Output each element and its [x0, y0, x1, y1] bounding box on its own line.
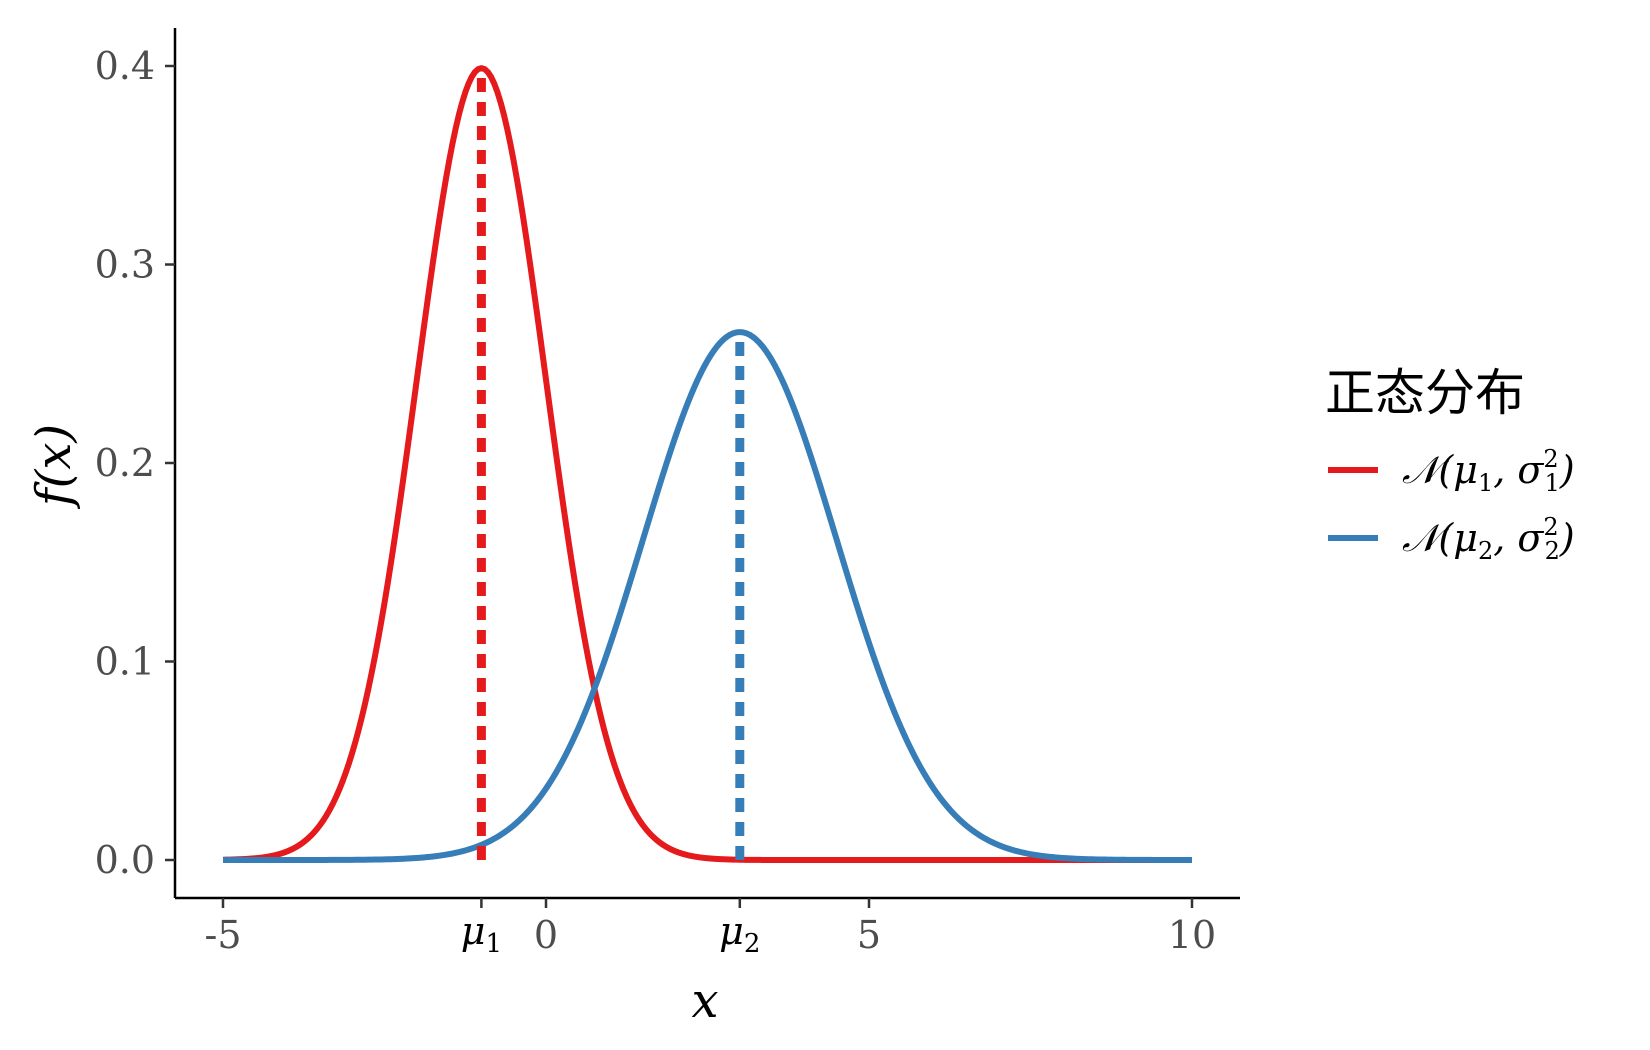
y-tick-label: 0.3 [95, 243, 155, 287]
x-tick-label: 0 [534, 913, 558, 957]
y-axis-title: f(x) [26, 424, 82, 509]
plot-area: 0.0 0.1 0.2 0.3 0.4 -5 0 5 10 μ1 μ2 [95, 28, 1240, 959]
legend-items: 𝒩(μ1, σ2 1) 𝒩(μ2, σ2 2) [1328, 445, 1575, 565]
legend-label-2: 𝒩(μ2, σ2 2) [1402, 513, 1575, 565]
density-curve-1 [222, 65, 1192, 863]
legend: 正态分布 𝒩(μ1, σ2 1) 𝒩(μ2, σ2 2) [1325, 364, 1575, 565]
y-tick-label: 0.0 [95, 838, 155, 882]
y-tick-label: 0.1 [95, 640, 155, 684]
density-curve-2 [223, 329, 1192, 863]
mu-tick-label: μ2 [719, 909, 760, 959]
mu-tick-label: μ1 [461, 909, 502, 959]
legend-title: 正态分布 [1325, 364, 1525, 422]
x-tick-label: 5 [857, 913, 881, 957]
x-tick-label: 10 [1168, 913, 1216, 957]
y-tick-label: 0.4 [95, 44, 155, 88]
legend-label-1: 𝒩(μ1, σ2 1) [1402, 445, 1575, 497]
x-tick-label: -5 [204, 913, 241, 957]
x-axis-title: x [691, 973, 718, 1029]
y-tick-label: 0.2 [95, 441, 155, 485]
